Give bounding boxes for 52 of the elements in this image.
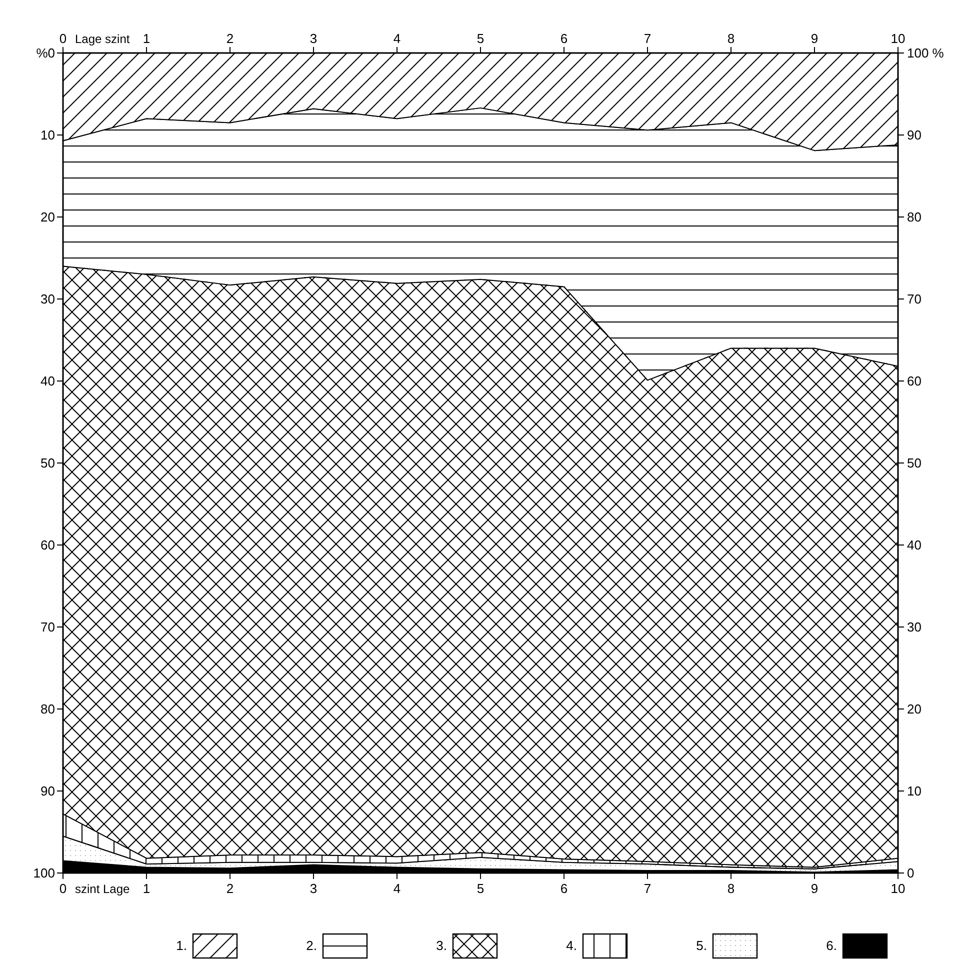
legend-label: 2. bbox=[306, 938, 317, 953]
legend-label: 3. bbox=[436, 938, 447, 953]
legend-label: 5. bbox=[696, 938, 707, 953]
y-tick-label: 20 bbox=[40, 210, 55, 225]
y2-tick-label: 20 bbox=[907, 702, 922, 717]
x2-tick-label: 0 bbox=[59, 881, 67, 896]
x2-tick-label: 2 bbox=[226, 881, 234, 896]
x-tick-label: 8 bbox=[727, 31, 735, 46]
legend-label: 6. bbox=[826, 938, 837, 953]
x2-tick-label: 1 bbox=[142, 881, 150, 896]
x2-tick-label: 3 bbox=[310, 881, 318, 896]
y-tick-label: 30 bbox=[40, 292, 55, 307]
y2-tick-label: 40 bbox=[907, 538, 922, 553]
x-tick-label: 3 bbox=[310, 31, 318, 46]
x-tick-label: 6 bbox=[560, 31, 568, 46]
x-axis-title: szint Lage bbox=[75, 882, 130, 896]
x-tick-label: 1 bbox=[142, 31, 150, 46]
x-tick-label: 5 bbox=[476, 31, 484, 46]
y2-tick-label: 90 bbox=[907, 128, 922, 143]
y2-tick-label: 50 bbox=[907, 456, 922, 471]
y-tick-label: 70 bbox=[40, 620, 55, 635]
y-tick-label: 80 bbox=[40, 702, 55, 717]
y2-tick-label: 10 bbox=[907, 784, 922, 799]
y-tick-label: 40 bbox=[40, 374, 55, 389]
y-tick-label: 10 bbox=[40, 128, 55, 143]
legend-label: 4. bbox=[566, 938, 577, 953]
y2-tick-label: 60 bbox=[907, 374, 922, 389]
y-tick-label: 50 bbox=[40, 456, 55, 471]
x-tick-label: 7 bbox=[644, 31, 652, 46]
x2-tick-label: 10 bbox=[890, 881, 906, 896]
y2-tick-label: 30 bbox=[907, 620, 922, 635]
x2-tick-label: 8 bbox=[727, 881, 735, 896]
y2-tick-label: 80 bbox=[907, 210, 922, 225]
y-tick-label: 60 bbox=[40, 538, 55, 553]
x-tick-label: 4 bbox=[393, 31, 401, 46]
legend-label: 1. bbox=[176, 938, 187, 953]
x-tick-label: 10 bbox=[890, 31, 906, 46]
x2-tick-label: 9 bbox=[810, 881, 818, 896]
y-tick-label: 100 bbox=[33, 866, 55, 881]
x2-tick-label: 6 bbox=[560, 881, 568, 896]
x2-axis-title: Lage szint bbox=[75, 32, 130, 46]
x-tick-label: 9 bbox=[810, 31, 818, 46]
y-tick-label: %0 bbox=[36, 46, 55, 61]
y2-tick-label: 0 bbox=[907, 866, 914, 881]
y2-tick-label: 100 % bbox=[907, 46, 944, 61]
y2-tick-label: 70 bbox=[907, 292, 922, 307]
x2-tick-label: 4 bbox=[393, 881, 401, 896]
x2-tick-label: 7 bbox=[644, 881, 652, 896]
x-tick-label: 0 bbox=[59, 31, 67, 46]
x-tick-label: 2 bbox=[226, 31, 234, 46]
x2-tick-label: 5 bbox=[476, 881, 484, 896]
y-tick-label: 90 bbox=[40, 784, 55, 799]
